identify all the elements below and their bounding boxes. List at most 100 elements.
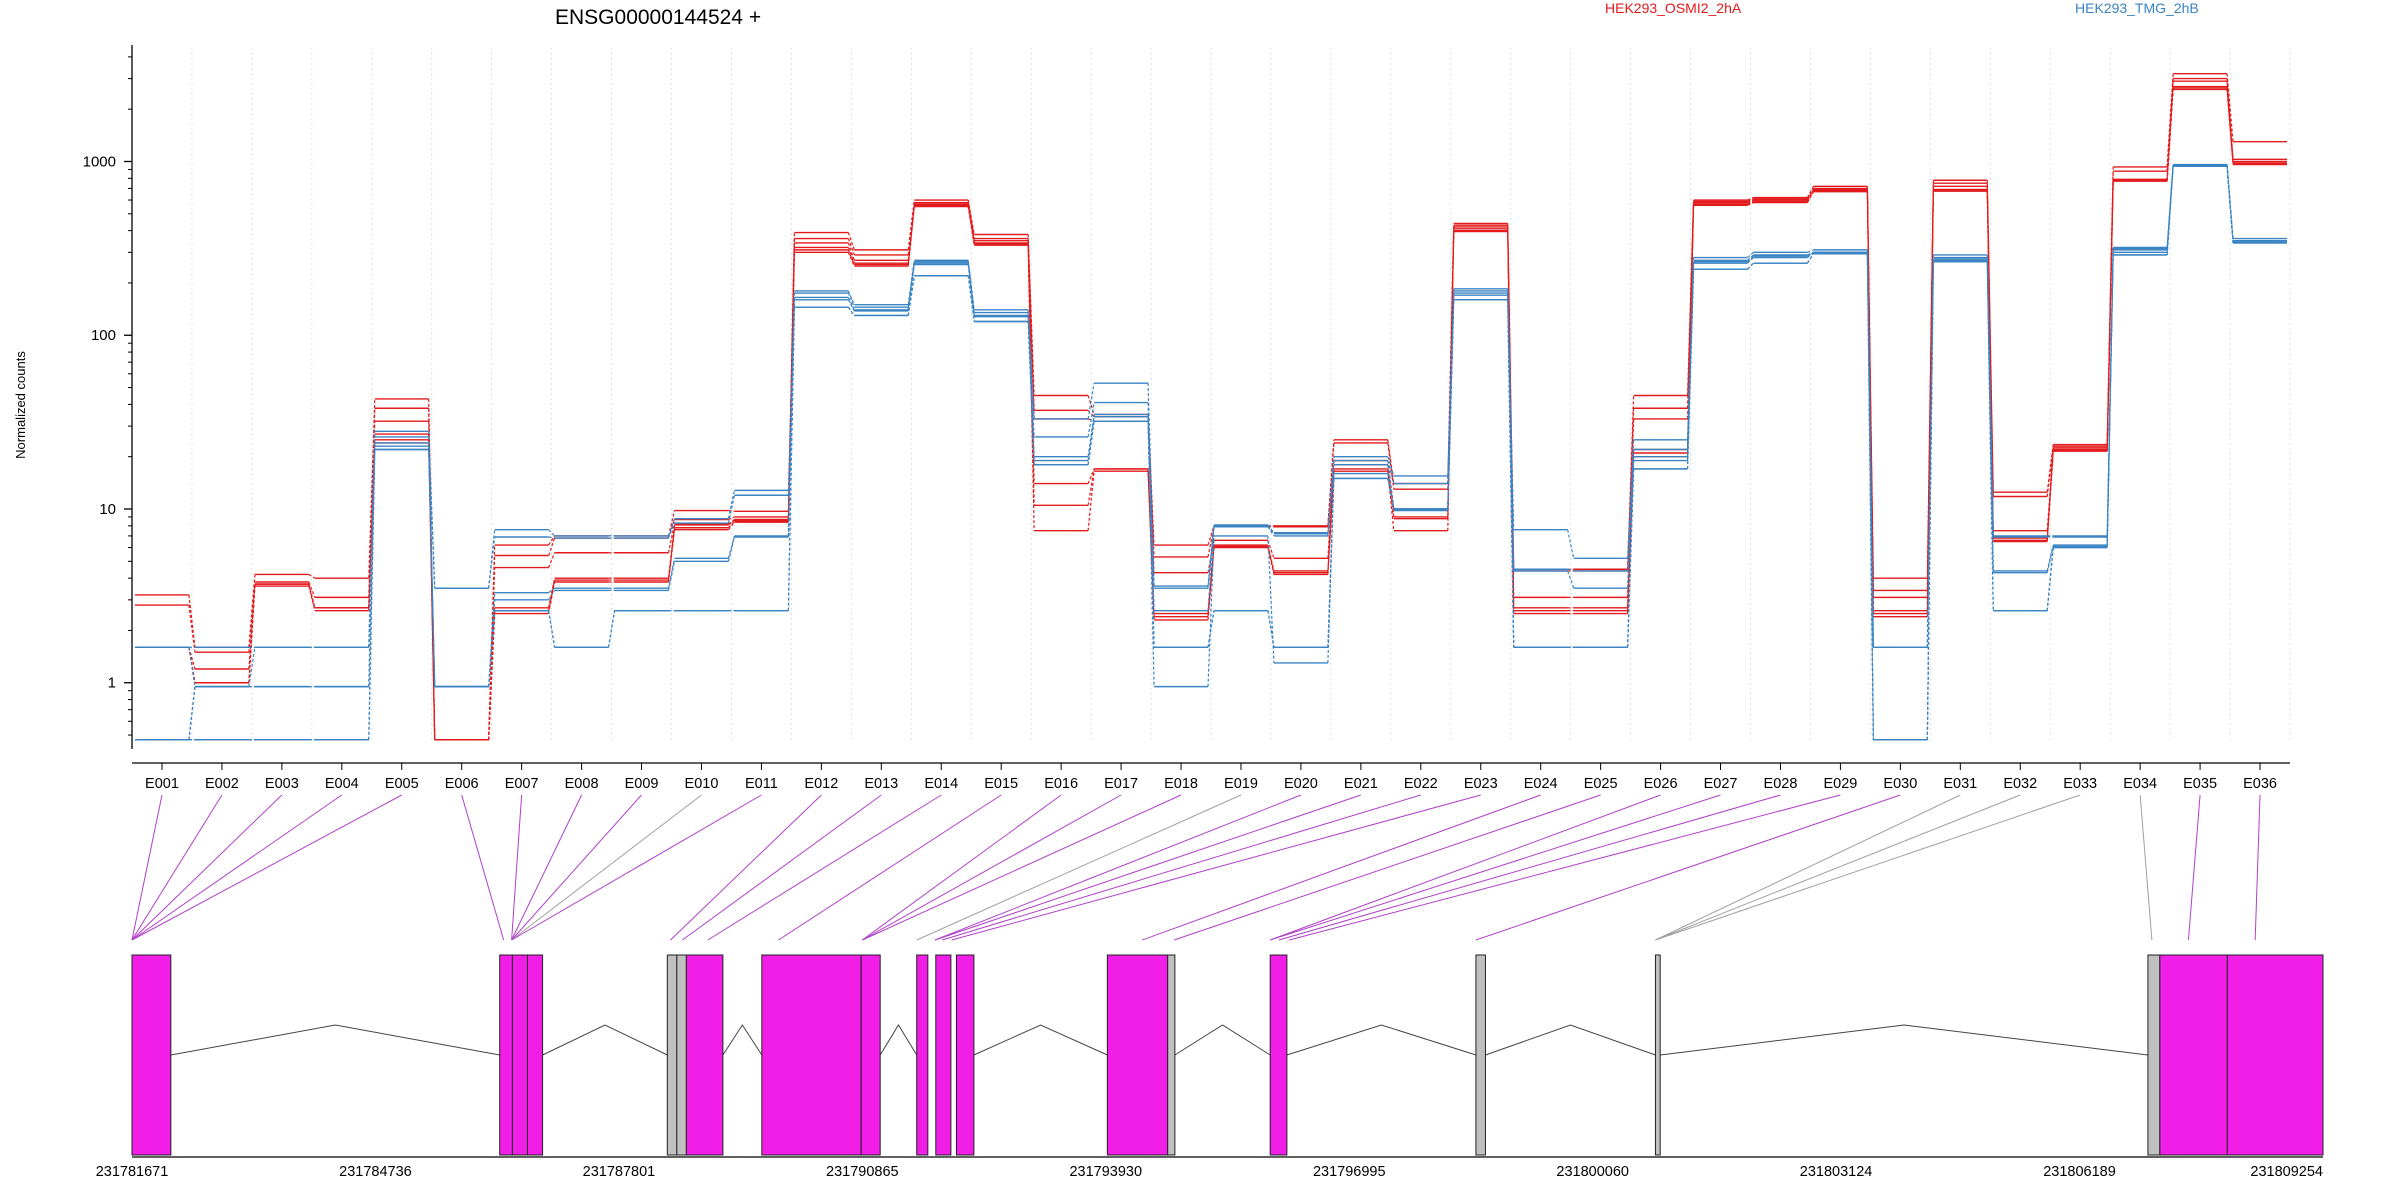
exon-link-line <box>511 794 523 941</box>
exon-tick-label: E026 <box>1644 776 1678 792</box>
count-connector <box>1147 416 1155 687</box>
count-connector <box>248 647 256 687</box>
exon-block-tested <box>955 954 975 1156</box>
exon-link-line <box>862 794 1062 941</box>
count-connector <box>1387 456 1395 477</box>
exon-link-line <box>511 794 702 941</box>
exon-link-line <box>1270 794 1721 941</box>
exon-tick-label: E035 <box>2183 776 2217 792</box>
count-connector <box>847 290 855 305</box>
count-connector <box>1807 249 1814 253</box>
count-connector <box>2046 546 2054 573</box>
count-connector <box>548 552 556 568</box>
exon-link-line <box>131 794 402 941</box>
exon-tick-label: E020 <box>1284 776 1318 792</box>
count-connector <box>728 509 735 512</box>
exon-block-tested <box>860 954 881 1156</box>
count-connector <box>1986 260 1994 573</box>
exon-block-tested <box>1106 954 1169 1156</box>
exon-block-tested <box>935 954 952 1156</box>
exon-tick-label: E005 <box>385 776 419 792</box>
exon-block-untested <box>2147 954 2161 1156</box>
genome-tick-labels: 231781671 231784736 231787801 231790865 2317… <box>96 1164 2323 1180</box>
y-tick-label: 100 <box>91 327 116 344</box>
count-connector <box>847 297 855 311</box>
count-connector <box>1447 295 1455 511</box>
count-connector <box>1747 199 1754 204</box>
exon-tick-label: E011 <box>745 776 778 792</box>
count-connector <box>1207 610 1215 648</box>
count-connector <box>1866 190 1874 611</box>
intron-line <box>170 1024 500 1056</box>
genome-tick-label: 231787801 <box>583 1164 656 1180</box>
exon-tick-label: E028 <box>1764 776 1798 792</box>
count-connector <box>847 306 855 316</box>
count-connector <box>1387 473 1395 511</box>
exon-link-line <box>1270 794 1661 941</box>
count-connector <box>188 647 196 687</box>
count-connector <box>2166 89 2174 182</box>
count-connector <box>667 519 676 539</box>
exon-link-line <box>951 794 1481 941</box>
exon-tick-label: E031 <box>1943 776 1977 792</box>
exon-tick-label: E019 <box>1224 776 1258 792</box>
count-connector <box>607 610 616 648</box>
count-connector <box>727 535 736 559</box>
exon-tick-label: E036 <box>2243 776 2277 792</box>
gene-model <box>131 954 2324 1158</box>
count-connector <box>188 594 196 648</box>
count-connector <box>787 307 795 611</box>
genome-tick-label: 231784736 <box>339 1164 412 1180</box>
series-tmg-12 <box>135 165 2287 741</box>
count-connector <box>548 590 556 601</box>
count-connector <box>1327 471 1335 575</box>
count-connector <box>2226 89 2234 165</box>
exon-tick-label: E004 <box>325 776 359 792</box>
exon-block-tested <box>499 954 513 1156</box>
count-connector <box>727 521 735 531</box>
count-connector <box>488 599 496 687</box>
exon-block-tested <box>131 954 172 1156</box>
exon-tick-label: E014 <box>924 776 958 792</box>
count-connector <box>1027 309 1035 419</box>
count-connector <box>907 263 915 310</box>
count-connector <box>368 449 376 740</box>
count-connector <box>1387 439 1395 484</box>
count-connector <box>728 520 735 529</box>
exon-tick-label: E034 <box>2123 776 2157 792</box>
genome-tick-label: 231803124 <box>1800 1164 1873 1180</box>
count-connector <box>1327 473 1335 663</box>
count-connector <box>548 536 555 539</box>
gene-title: ENSG00000144524 + <box>555 6 761 29</box>
count-connector <box>488 536 496 589</box>
exon-link-line <box>511 794 642 941</box>
count-connector <box>667 527 676 581</box>
intron-line <box>722 1024 763 1056</box>
exon-tick-label: E009 <box>625 776 659 792</box>
count-connector <box>548 535 556 546</box>
exon-block-untested <box>666 954 678 1156</box>
count-connector <box>308 573 316 579</box>
exon-tick-label: E025 <box>1584 776 1618 792</box>
count-connector <box>667 529 676 583</box>
count-connector <box>847 249 855 265</box>
count-connector <box>1027 238 1035 411</box>
count-connector <box>1267 547 1275 575</box>
exon-link-line <box>1278 794 1781 941</box>
count-connector <box>967 263 975 316</box>
count-connector <box>1806 253 1814 264</box>
exon-tick-label: E007 <box>505 776 539 792</box>
exon-link-line <box>131 794 343 941</box>
count-connector <box>667 522 676 539</box>
intron-line <box>542 1024 668 1056</box>
count-connector <box>248 581 256 653</box>
count-connector <box>248 586 256 683</box>
exon-tick-label: E024 <box>1524 776 1558 792</box>
count-connector <box>548 581 556 614</box>
count-connector <box>1627 456 1635 589</box>
count-connector <box>847 242 855 261</box>
count-connector <box>728 519 735 526</box>
y-tick-label: 10 <box>99 501 116 518</box>
count-connector <box>2046 544 2054 572</box>
count-connector <box>1387 460 1395 484</box>
